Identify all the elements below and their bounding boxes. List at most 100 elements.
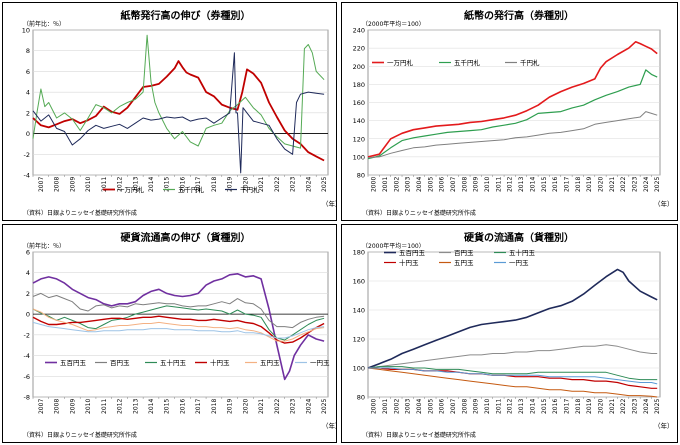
legend-entry: 五千円札	[454, 58, 481, 67]
x-tick-label: 2015	[164, 177, 171, 192]
chart-panel-banknote-issuance: 紙幣の発行高（券種別） （2000年平均＝100） 80 100 120 140 160 18…	[341, 2, 678, 221]
chart-title: 硬貨流通高の伸び（貨種別）	[121, 231, 251, 244]
x-tick-label: 2006	[439, 177, 446, 192]
x-tick-label: 2011	[101, 399, 108, 414]
x-tick-label: 2013	[132, 177, 139, 192]
legend-entry: 十円玉	[210, 358, 230, 367]
legend-entry: 五円玉	[454, 259, 474, 267]
x-tick-label: 2014	[529, 399, 536, 414]
x-tick-label: 2001	[382, 399, 389, 414]
x-tick-label: 2018	[575, 399, 582, 414]
source-note: （資料）日銀よりニッセイ基礎研究所作成	[23, 209, 137, 217]
legend-entry: 十円玉	[399, 258, 419, 267]
x-tick-label: 2007	[38, 177, 45, 192]
x-tick-label: 2014	[148, 399, 155, 414]
y-tick-label: 100	[353, 153, 365, 161]
x-tick-label: 2017	[195, 399, 202, 414]
x-tick-label: 2009	[473, 399, 480, 414]
series-line	[368, 367, 658, 389]
x-tick-label: 2024	[305, 177, 312, 192]
x-tick-label: 2017	[195, 177, 202, 192]
x-tick-label: 2025	[321, 399, 328, 414]
x-tick-label: 2017	[563, 399, 570, 414]
x-tick-label: 2014	[148, 177, 155, 192]
y-tick-label: 80	[357, 394, 365, 402]
x-tick-label: 2019	[586, 399, 593, 414]
y-tick-label: 120	[353, 336, 365, 344]
x-tick-label: 2015	[541, 177, 548, 192]
x-tick-label: 2012	[117, 177, 124, 192]
y-tick-label: -4	[24, 172, 30, 180]
x-tick-label: 2021	[258, 177, 265, 192]
x-tick-label: 2023	[290, 177, 297, 192]
x-tick-label: 2013	[132, 399, 139, 414]
x-tick-label: 2007	[450, 399, 457, 414]
y-tick-label: 80	[357, 172, 365, 180]
y-tick-label: 100	[353, 365, 365, 373]
x-tick-label: 2021	[609, 177, 616, 192]
x-tick-label: 2011	[495, 399, 502, 414]
legend-entry: 千円札	[520, 58, 540, 67]
y-tick-label: 0	[26, 311, 30, 319]
legend-entry: 五百円玉	[399, 249, 426, 257]
legend-entry: 千円札	[240, 185, 260, 194]
unit-label: （2000年平均＝100）	[362, 20, 425, 28]
unit-label: （前年比：％）	[23, 20, 65, 28]
x-tick-label: 2009	[473, 177, 480, 192]
x-tick-label: 2001	[382, 177, 389, 192]
legend-entry: 一万円札	[387, 58, 414, 67]
chart-title: 紙幣の発行高（券種別）	[464, 9, 574, 22]
x-tick-label: 2006	[439, 399, 446, 414]
x-tick-label: 2004	[416, 177, 423, 192]
x-tick-label: 2021	[609, 399, 616, 414]
y-tick-label: 200	[353, 63, 365, 71]
x-tick-label: 2013	[518, 177, 525, 192]
x-axis-label: （年）	[654, 199, 674, 208]
x-tick-label: 2004	[416, 399, 423, 414]
x-tick-label: 2002	[393, 399, 400, 414]
x-tick-label: 2012	[507, 399, 514, 414]
x-tick-label: 2018	[575, 177, 582, 192]
series-line	[367, 111, 658, 159]
x-tick-label: 2022	[274, 177, 281, 192]
legend-entry: 五十円玉	[160, 358, 187, 367]
y-tick-label: 180	[353, 249, 365, 257]
series-line	[32, 52, 325, 174]
legend-entry: 五千円札	[178, 185, 205, 194]
y-tick-label: 140	[353, 307, 365, 315]
y-tick-label: -2	[24, 151, 30, 159]
unit-label: （前年比：％）	[23, 242, 65, 250]
x-tick-label: 2022	[274, 399, 281, 414]
x-tick-label: 2025	[321, 177, 328, 192]
y-tick-label: -4	[24, 352, 30, 360]
x-tick-label: 2018	[211, 399, 218, 414]
x-tick-label: 2016	[552, 177, 559, 192]
x-tick-label: 2012	[507, 177, 514, 192]
series-line	[367, 41, 658, 158]
x-tick-label: 2013	[518, 399, 525, 414]
x-tick-label: 2025	[654, 399, 661, 414]
x-tick-label: 2023	[631, 177, 638, 192]
x-tick-label: 2020	[242, 399, 249, 414]
series-line	[32, 308, 325, 342]
x-tick-label: 2020	[597, 399, 604, 414]
chart-panel-banknote-growth: 紙幣発行高の伸び（券種別） （前年比：％） -4 -2 0 2 4 6 8 10 2007 2008 2…	[2, 2, 338, 221]
y-tick-label: 160	[353, 99, 365, 107]
chart-banknote-growth: 紙幣発行高の伸び（券種別） （前年比：％） -4 -2 0 2 4 6 8 10 2007 2008 2…	[22, 9, 338, 217]
x-tick-label: 2016	[552, 399, 559, 414]
x-tick-label: 2024	[305, 399, 312, 414]
x-tick-label: 2008	[54, 399, 61, 414]
x-tick-label: 2000	[371, 399, 378, 414]
x-tick-label: 2022	[620, 177, 627, 192]
x-tick-label: 2012	[117, 399, 124, 414]
source-note: （資料）日銀よりニッセイ基礎研究所作成	[362, 209, 476, 217]
chart-coin-growth: 硬貨流通高の伸び（貨種別） （前年比：％） -8 -6 -4 -2 0 2 4 6 2007 2008…	[23, 231, 338, 439]
x-tick-label: 2007	[450, 177, 457, 192]
x-tick-label: 2002	[393, 177, 400, 192]
chart-title: 硬貨の流通高（貨種別）	[464, 231, 574, 244]
series-line	[367, 69, 658, 160]
x-tick-label: 2018	[211, 177, 218, 192]
x-tick-label: 2009	[69, 177, 76, 192]
y-tick-label: 6	[26, 249, 30, 257]
x-tick-label: 2019	[227, 399, 234, 414]
